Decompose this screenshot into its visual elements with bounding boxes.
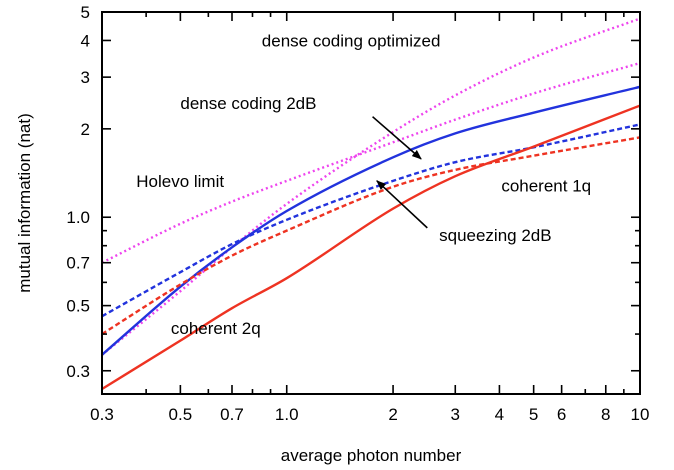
- x-tick-label: 0.7: [220, 405, 244, 424]
- x-tick-label: 6: [557, 405, 566, 424]
- series-line-dense-2db: [102, 85, 640, 356]
- series-line-squeezing-2db: [102, 123, 640, 318]
- annotation-label: dense coding 2dB: [180, 94, 316, 113]
- annotation-label: dense coding optimized: [262, 31, 441, 50]
- x-tick-label: 2: [388, 405, 397, 424]
- y-tick-label: 5: [81, 3, 90, 22]
- y-tick-label: 0.7: [66, 254, 90, 273]
- y-tick-label: 1.0: [66, 208, 90, 227]
- annotation-label: Holevo limit: [136, 172, 224, 191]
- series-line-holevo: [102, 61, 640, 264]
- arrow-layer: [372, 116, 428, 229]
- annotation-arrow: [376, 180, 428, 229]
- plot-frame: [101, 11, 641, 395]
- x-tick-label: 0.5: [169, 405, 193, 424]
- annotation-layer: dense coding optimized dense coding 2dB Ho…: [136, 31, 591, 337]
- y-tick-label: 0.3: [66, 362, 90, 381]
- annotation-arrow: [372, 116, 422, 160]
- annotation-label: coherent 1q: [501, 177, 591, 196]
- annotation-label: coherent 2q: [171, 319, 261, 338]
- y-tick-label: 3: [81, 68, 90, 87]
- series-layer: [102, 17, 640, 391]
- x-tick-label: 0.3: [90, 405, 114, 424]
- y-tick-label: 0.5: [66, 297, 90, 316]
- series-line-coherent-2q: [102, 104, 640, 391]
- x-tick-label: 4: [495, 405, 504, 424]
- annotation-label: squeezing 2dB: [439, 226, 551, 245]
- x-tick-label: 5: [529, 405, 538, 424]
- x-tick-label: 8: [601, 405, 610, 424]
- y-tick-label: 4: [81, 31, 90, 50]
- y-tick-label: 2: [81, 120, 90, 139]
- x-tick-label: 10: [631, 405, 650, 424]
- x-axis-label: average photon number: [281, 446, 462, 465]
- y-axis-label: mutual information (nat): [15, 113, 34, 293]
- x-tick-label: 3: [451, 405, 460, 424]
- x-tick-label: 1.0: [275, 405, 299, 424]
- tick-layer: [101, 11, 641, 394]
